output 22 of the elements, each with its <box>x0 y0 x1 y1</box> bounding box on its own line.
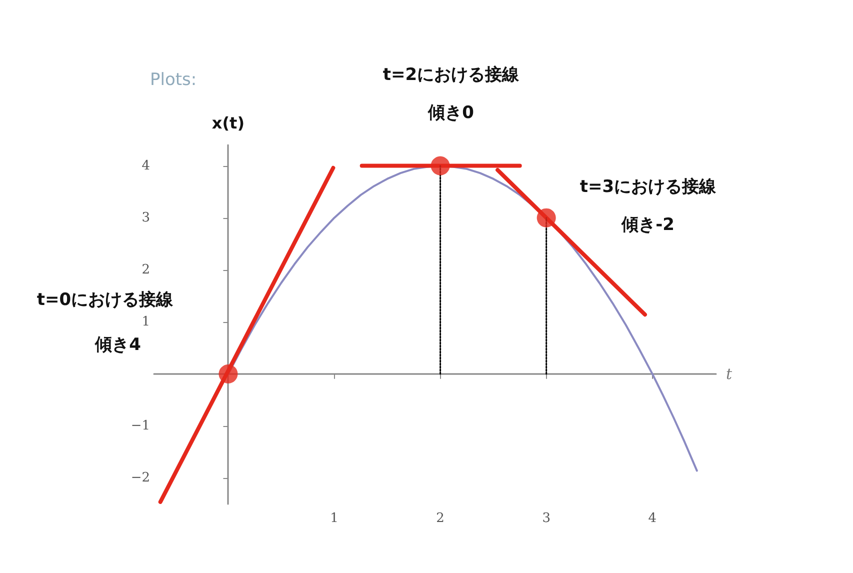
text: 傾き4 <box>94 335 142 355</box>
annotation: 傾き-2 <box>620 215 674 235</box>
y-tick-label: 4 <box>142 158 150 174</box>
y-tick-label: −2 <box>130 470 150 486</box>
y-tick-label: 2 <box>142 262 150 278</box>
text: Plots: <box>150 70 197 90</box>
text: t=2における接線 <box>382 65 520 85</box>
point <box>218 364 238 384</box>
y-tick-label: 3 <box>142 210 150 226</box>
x-tick-label: 1 <box>330 511 338 526</box>
point <box>430 156 450 176</box>
y-axis-title: x(t) <box>212 114 245 132</box>
x-tick-label: 3 <box>542 511 550 526</box>
x-axis-title: t <box>726 364 733 383</box>
y-tick-label: −1 <box>130 418 150 434</box>
y-tick-label: 1 <box>142 314 150 330</box>
annotation: t=3における接線 <box>580 177 718 197</box>
point <box>536 208 556 228</box>
x-tick-label: 2 <box>436 511 444 526</box>
x-tick-label: 4 <box>648 511 657 526</box>
text: 傾き0 <box>427 103 474 123</box>
annotation: t=0における接線 <box>36 290 174 310</box>
